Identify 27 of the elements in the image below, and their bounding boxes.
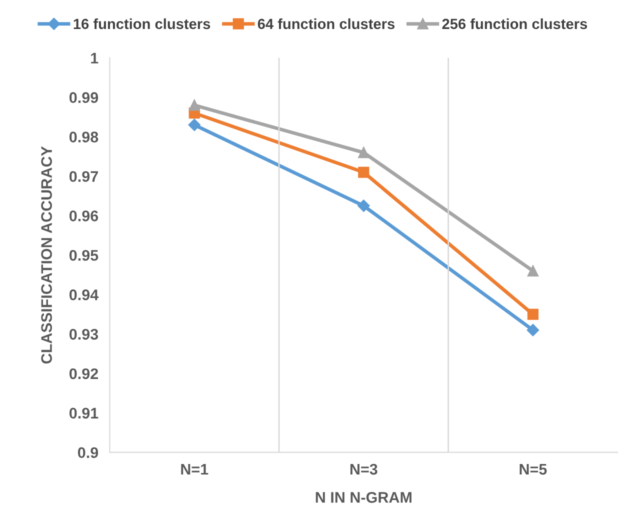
legend-label: 256 function clusters (442, 18, 588, 30)
x-tick-label: N=5 (520, 464, 547, 475)
point (358, 166, 370, 178)
y-axis-title: CLASSIFICATION ACCURACY (41, 146, 52, 364)
x-tick-label: N=1 (181, 464, 208, 475)
y-tick-label: 0.93 (69, 328, 98, 340)
y-tick-label: 0.98 (69, 132, 98, 142)
y-tick-label: 0.91 (69, 408, 98, 419)
point (527, 308, 539, 320)
legend-label: 16 function clusters (74, 18, 210, 30)
point (358, 200, 370, 212)
y-tick-label: 0.95 (69, 250, 98, 261)
x-tick-label: N=3 (350, 464, 378, 475)
point (526, 324, 540, 336)
y-tick-label: 1 (91, 52, 98, 64)
point (527, 265, 539, 276)
y-tick-label: 0.9 (78, 447, 98, 458)
point (358, 146, 370, 158)
y-tick-label: 0.96 (69, 210, 98, 222)
y-tick-label: 0.92 (69, 368, 98, 380)
legend-label: 64 function clusters (258, 18, 395, 30)
x-axis-title: N IN N-GRAM (316, 492, 412, 503)
point (188, 100, 200, 111)
point (188, 118, 200, 132)
y-tick-label: 0.97 (69, 171, 98, 182)
y-tick-label: 0.94 (69, 289, 99, 300)
y-tick-label: 0.99 (69, 92, 98, 103)
